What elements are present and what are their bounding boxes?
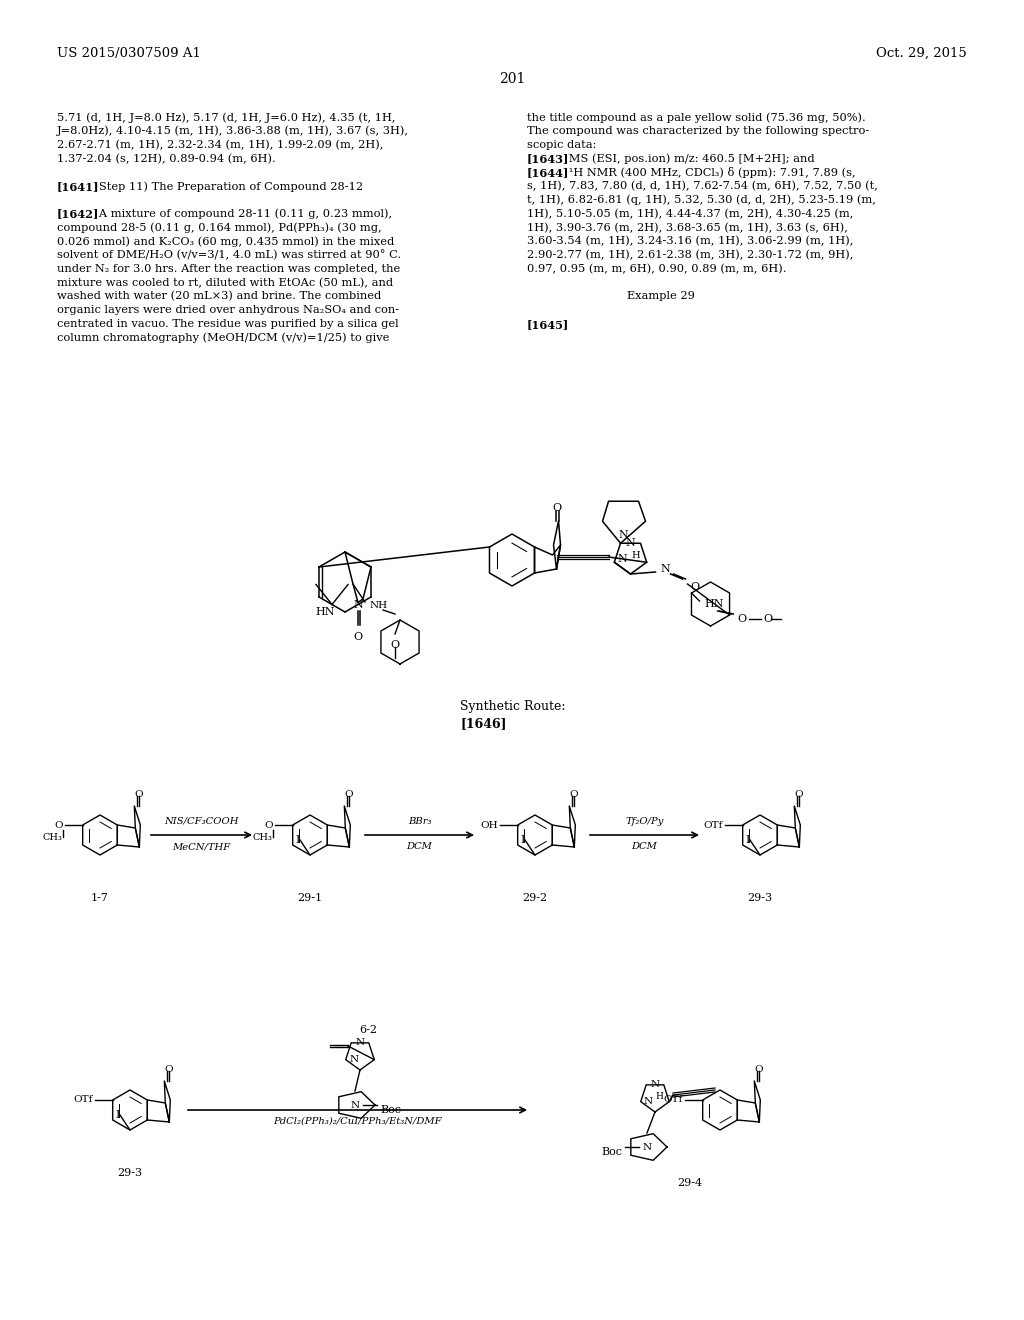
Text: O: O <box>737 614 746 624</box>
Text: 1.37-2.04 (s, 12H), 0.89-0.94 (m, 6H).: 1.37-2.04 (s, 12H), 0.89-0.94 (m, 6H). <box>57 153 275 164</box>
Text: O: O <box>764 614 772 624</box>
Text: O: O <box>754 1065 763 1074</box>
Text: mixture was cooled to rt, diluted with EtOAc (50 mL), and: mixture was cooled to rt, diluted with E… <box>57 277 393 288</box>
Text: CH₃: CH₃ <box>253 833 272 842</box>
Text: column chromatography (MeOH/DCM (v/v)=1/25) to give: column chromatography (MeOH/DCM (v/v)=1/… <box>57 333 389 343</box>
Text: Step 11) The Preparation of Compound 28-12: Step 11) The Preparation of Compound 28-… <box>88 181 364 191</box>
Text: 6-2: 6-2 <box>359 1026 377 1035</box>
Text: [1641]: [1641] <box>57 181 99 191</box>
Text: O: O <box>264 821 272 829</box>
Text: [1642]: [1642] <box>57 209 99 219</box>
Text: HN: HN <box>705 599 724 609</box>
Text: NH: NH <box>370 601 388 610</box>
Text: N: N <box>650 1080 659 1089</box>
Text: MeCN/THF: MeCN/THF <box>172 842 230 851</box>
Text: PdCl₂(PPh₃)₂/CuI/PPh₃/Et₃N/DMF: PdCl₂(PPh₃)₂/CuI/PPh₃/Et₃N/DMF <box>273 1117 441 1126</box>
Text: t, 1H), 6.82-6.81 (q, 1H), 5.32, 5.30 (d, d, 2H), 5.23-5.19 (m,: t, 1H), 6.82-6.81 (q, 1H), 5.32, 5.30 (d… <box>527 195 876 206</box>
Text: the title compound as a pale yellow solid (75.36 mg, 50%).: the title compound as a pale yellow soli… <box>527 112 865 123</box>
Text: N: N <box>660 564 671 574</box>
Text: 1H), 5.10-5.05 (m, 1H), 4.44-4.37 (m, 2H), 4.30-4.25 (m,: 1H), 5.10-5.05 (m, 1H), 4.44-4.37 (m, 2H… <box>527 209 853 219</box>
Text: I: I <box>296 836 300 845</box>
Text: solvent of DME/H₂O (v/v=3/1, 4.0 mL) was stirred at 90° C.: solvent of DME/H₂O (v/v=3/1, 4.0 mL) was… <box>57 249 401 260</box>
Text: I: I <box>745 836 751 845</box>
Text: I: I <box>521 836 525 845</box>
Text: 29-2: 29-2 <box>522 894 548 903</box>
Text: CH₃: CH₃ <box>43 833 62 842</box>
Text: O: O <box>54 821 62 829</box>
Text: 29-4: 29-4 <box>678 1177 702 1188</box>
Text: s, 1H), 7.83, 7.80 (d, d, 1H), 7.62-7.54 (m, 6H), 7.52, 7.50 (t,: s, 1H), 7.83, 7.80 (d, d, 1H), 7.62-7.54… <box>527 181 878 191</box>
Text: Tf₂O/Py: Tf₂O/Py <box>626 817 664 826</box>
Text: O: O <box>390 640 399 649</box>
Text: US 2015/0307509 A1: US 2015/0307509 A1 <box>57 48 201 59</box>
Text: N: N <box>618 531 629 540</box>
Text: Boc: Boc <box>380 1105 401 1115</box>
Text: NIS/CF₃COOH: NIS/CF₃COOH <box>164 817 239 826</box>
Text: O: O <box>344 789 352 799</box>
Text: BBr₃: BBr₃ <box>408 817 431 826</box>
Text: Boc: Boc <box>601 1147 622 1158</box>
Text: 201: 201 <box>499 73 525 86</box>
Text: Example 29: Example 29 <box>627 292 695 301</box>
Text: OTf: OTf <box>74 1096 93 1105</box>
Text: DCM: DCM <box>632 842 657 851</box>
Text: 29-1: 29-1 <box>297 894 323 903</box>
Text: I: I <box>116 1110 120 1119</box>
Text: Synthetic Route:: Synthetic Route: <box>460 700 565 713</box>
Text: O: O <box>794 789 803 799</box>
Text: N: N <box>355 1039 365 1047</box>
Text: OH: OH <box>480 821 498 829</box>
Text: DCM: DCM <box>407 842 432 851</box>
Text: compound 28-5 (0.11 g, 0.164 mmol), Pd(PPh₃)₄ (30 mg,: compound 28-5 (0.11 g, 0.164 mmol), Pd(P… <box>57 222 382 232</box>
Text: [1643]: [1643] <box>527 153 569 165</box>
Text: [1644]: [1644] <box>527 168 569 178</box>
Text: HN: HN <box>315 607 335 616</box>
Text: 29-3: 29-3 <box>118 1168 142 1177</box>
Text: [1646]: [1646] <box>460 717 507 730</box>
Text: 2.67-2.71 (m, 1H), 2.32-2.34 (m, 1H), 1.99-2.09 (m, 2H),: 2.67-2.71 (m, 1H), 2.32-2.34 (m, 1H), 1.… <box>57 140 383 150</box>
Text: [1645]: [1645] <box>527 319 569 330</box>
Text: N: N <box>642 1143 651 1151</box>
Text: O: O <box>134 789 142 799</box>
Text: MS (ESI, pos.ion) m/z: 460.5 [M+2H]; and: MS (ESI, pos.ion) m/z: 460.5 [M+2H]; and <box>558 153 814 164</box>
Text: centrated in vacuo. The residue was purified by a silica gel: centrated in vacuo. The residue was puri… <box>57 319 398 329</box>
Text: 3.60-3.54 (m, 1H), 3.24-3.16 (m, 1H), 3.06-2.99 (m, 1H),: 3.60-3.54 (m, 1H), 3.24-3.16 (m, 1H), 3.… <box>527 236 853 247</box>
Text: A mixture of compound 28-11 (0.11 g, 0.23 mmol),: A mixture of compound 28-11 (0.11 g, 0.2… <box>88 209 392 219</box>
Text: 0.97, 0.95 (m, m, 6H), 0.90, 0.89 (m, m, 6H).: 0.97, 0.95 (m, m, 6H), 0.90, 0.89 (m, m,… <box>527 264 786 275</box>
Text: N: N <box>350 1055 358 1064</box>
Text: N: N <box>626 539 636 548</box>
Text: ¹H NMR (400 MHz, CDCl₃) δ (ppm): 7.91, 7.89 (s,: ¹H NMR (400 MHz, CDCl₃) δ (ppm): 7.91, 7… <box>558 168 855 178</box>
Text: 29-3: 29-3 <box>748 894 772 903</box>
Text: 2.90-2.77 (m, 1H), 2.61-2.38 (m, 3H), 2.30-1.72 (m, 9H),: 2.90-2.77 (m, 1H), 2.61-2.38 (m, 3H), 2.… <box>527 249 853 260</box>
Text: washed with water (20 mL×3) and brine. The combined: washed with water (20 mL×3) and brine. T… <box>57 292 381 302</box>
Text: H: H <box>631 550 640 560</box>
Text: under N₂ for 3.0 hrs. After the reaction was completed, the: under N₂ for 3.0 hrs. After the reaction… <box>57 264 400 273</box>
Text: N: N <box>353 599 362 610</box>
Text: The compound was characterized by the following spectro-: The compound was characterized by the fo… <box>527 125 869 136</box>
Text: Oct. 29, 2015: Oct. 29, 2015 <box>877 48 967 59</box>
Text: 1-7: 1-7 <box>91 894 109 903</box>
Text: O: O <box>569 789 578 799</box>
Text: OTf: OTf <box>703 821 723 829</box>
Text: 1H), 3.90-3.76 (m, 2H), 3.68-3.65 (m, 1H), 3.63 (s, 6H),: 1H), 3.90-3.76 (m, 2H), 3.68-3.65 (m, 1H… <box>527 222 848 232</box>
Text: H: H <box>656 1093 664 1101</box>
Text: OTf: OTf <box>664 1096 683 1105</box>
Text: O: O <box>164 1065 173 1074</box>
Text: scopic data:: scopic data: <box>527 140 596 149</box>
Text: J=8.0Hz), 4.10-4.15 (m, 1H), 3.86-3.88 (m, 1H), 3.67 (s, 3H),: J=8.0Hz), 4.10-4.15 (m, 1H), 3.86-3.88 (… <box>57 125 409 136</box>
Text: N: N <box>350 1101 359 1110</box>
Text: organic layers were dried over anhydrous Na₂SO₄ and con-: organic layers were dried over anhydrous… <box>57 305 399 315</box>
Text: N: N <box>644 1097 653 1106</box>
Text: O: O <box>353 631 362 642</box>
Text: O: O <box>690 582 699 591</box>
Text: 5.71 (d, 1H, J=8.0 Hz), 5.17 (d, 1H, J=6.0 Hz), 4.35 (t, 1H,: 5.71 (d, 1H, J=8.0 Hz), 5.17 (d, 1H, J=6… <box>57 112 395 123</box>
Text: N: N <box>617 554 627 564</box>
Text: 0.026 mmol) and K₂CO₃ (60 mg, 0.435 mmol) in the mixed: 0.026 mmol) and K₂CO₃ (60 mg, 0.435 mmol… <box>57 236 394 247</box>
Text: O: O <box>553 503 561 513</box>
